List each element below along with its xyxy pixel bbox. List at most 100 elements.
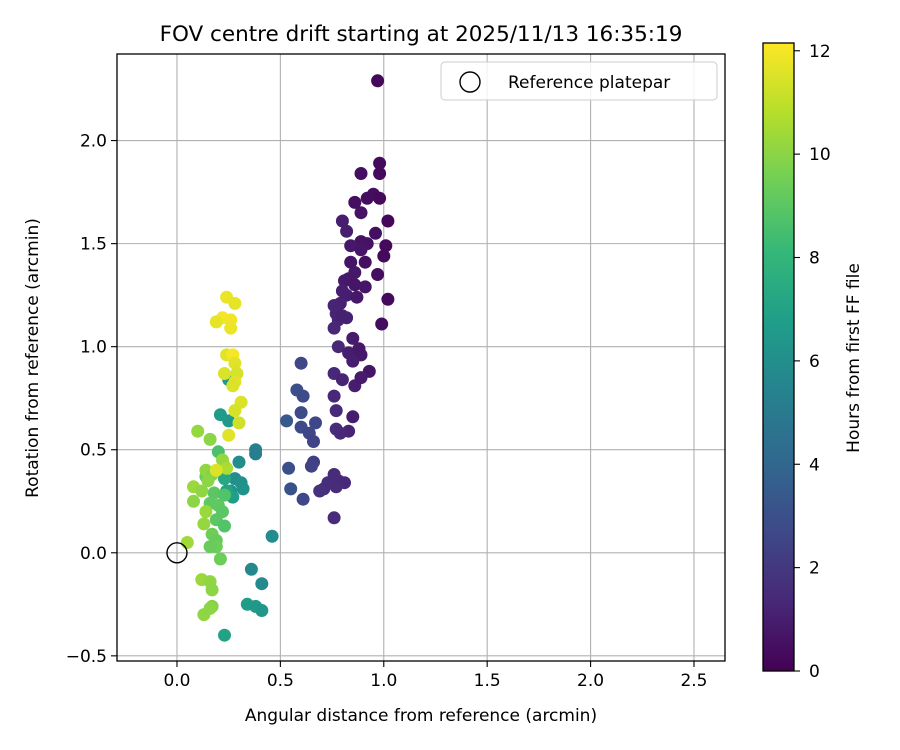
y-ticks: −0.5 0.0 0.5 1.0 1.5 2.0	[66, 132, 117, 667]
data-point	[381, 292, 395, 306]
data-point	[304, 459, 318, 473]
data-point	[371, 268, 385, 281]
y-axis-label: Rotation from reference (arcmin)	[23, 218, 43, 498]
scatter-points	[180, 74, 395, 642]
data-point	[373, 156, 387, 170]
colorbar-tick-label: 12	[809, 42, 831, 62]
data-point	[282, 461, 296, 475]
data-point	[354, 371, 368, 385]
data-point	[213, 408, 227, 422]
data-point	[346, 354, 360, 368]
legend[interactable]: Reference platepar	[440, 61, 718, 101]
data-point	[255, 604, 269, 617]
data-point	[213, 552, 227, 566]
data-point	[373, 167, 387, 180]
data-point	[232, 455, 246, 469]
data-point	[236, 482, 250, 496]
data-point	[309, 416, 322, 430]
reference-marker	[166, 542, 188, 564]
data-point	[232, 416, 246, 430]
data-point	[294, 406, 308, 420]
x-tick-label: 0.0	[163, 671, 190, 691]
data-point	[369, 226, 382, 240]
data-point	[354, 243, 368, 257]
data-point	[360, 191, 374, 205]
colorbar-gradient	[762, 42, 795, 672]
data-point	[333, 426, 347, 440]
data-point	[180, 536, 194, 549]
x-axis-label: Angular distance from reference (arcmin)	[245, 706, 597, 726]
y-tick-label: 1.5	[80, 235, 107, 255]
data-point	[199, 505, 213, 519]
data-point	[244, 562, 258, 576]
data-point	[358, 280, 372, 294]
data-point	[307, 435, 320, 448]
data-point	[379, 239, 393, 253]
data-point	[296, 389, 310, 403]
y-tick-label: 1.0	[80, 338, 107, 358]
data-point	[228, 356, 242, 370]
data-point	[375, 317, 389, 331]
colorbar-tick-label: 10	[809, 145, 831, 165]
data-point	[203, 601, 217, 615]
colorbar: 0 2 4 6 8 10 12 Hours from first FF file	[762, 42, 864, 682]
data-point	[350, 290, 364, 304]
data-point	[203, 432, 217, 446]
colorbar-tick-label: 6	[809, 352, 820, 372]
data-point	[218, 628, 231, 642]
x-ticks: 0.0 0.5 1.0 1.5 2.0 2.5	[163, 661, 708, 691]
data-point	[327, 511, 341, 525]
x-tick-label: 0.5	[267, 671, 294, 691]
data-point	[329, 480, 343, 494]
data-point	[222, 428, 236, 442]
y-tick-label: 2.0	[80, 132, 107, 152]
data-point	[377, 249, 391, 263]
data-point	[329, 404, 343, 418]
y-tick-label: −0.5	[66, 647, 107, 667]
y-tick-label: 0.5	[80, 441, 107, 461]
data-point	[373, 191, 387, 205]
data-point	[284, 482, 298, 496]
colorbar-tick-label: 0	[809, 662, 820, 682]
data-point	[294, 356, 308, 370]
data-point	[335, 373, 349, 387]
colorbar-tick-label: 8	[809, 249, 820, 269]
data-point	[344, 239, 358, 253]
data-point	[201, 474, 215, 488]
x-tick-label: 1.0	[370, 671, 397, 691]
data-point	[218, 472, 231, 486]
data-point	[381, 214, 395, 228]
data-point	[203, 540, 217, 554]
legend-marker-icon	[459, 71, 481, 93]
x-tick-label: 2.0	[577, 671, 604, 691]
data-point	[354, 167, 368, 180]
plot-frame	[116, 53, 726, 662]
data-point	[280, 414, 294, 428]
reference-platepar-point	[166, 542, 188, 564]
data-point	[354, 206, 368, 220]
legend-box	[440, 61, 718, 101]
data-point	[348, 278, 362, 292]
data-point	[220, 461, 234, 475]
data-point	[224, 321, 238, 335]
data-point	[205, 583, 219, 597]
colorbar-ticks: 0 2 4 6 8 10 12	[794, 42, 831, 682]
colorbar-tick-label: 2	[809, 559, 820, 579]
data-point	[358, 255, 372, 269]
data-point	[209, 463, 223, 477]
data-point	[226, 379, 240, 393]
data-point	[327, 389, 341, 403]
x-tick-label: 1.5	[474, 671, 501, 691]
data-point	[327, 321, 341, 335]
colorbar-tick-label: 4	[809, 455, 820, 475]
y-tick-label: 0.0	[80, 544, 107, 564]
data-point	[187, 494, 200, 508]
data-point	[207, 486, 221, 500]
data-point	[344, 255, 358, 269]
data-point	[331, 340, 345, 354]
x-tick-label: 2.5	[680, 671, 707, 691]
data-point	[218, 367, 231, 380]
data-point	[335, 309, 349, 323]
data-point	[228, 404, 242, 418]
